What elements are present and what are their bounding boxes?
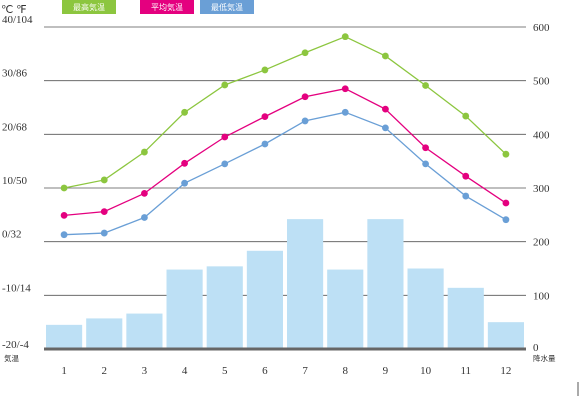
right-tick-label: 100 bbox=[533, 290, 550, 302]
series-point bbox=[341, 85, 349, 93]
legend-label-min: 最低気温 bbox=[211, 2, 243, 12]
x-tick-label: 5 bbox=[222, 365, 228, 377]
x-tick-label: 8 bbox=[343, 365, 349, 377]
x-tick-label: 2 bbox=[102, 365, 108, 377]
legend: 最高気温 平均気温 最低気温 bbox=[62, 0, 254, 14]
precipitation-bar bbox=[46, 324, 83, 349]
x-tick-label: 9 bbox=[383, 365, 389, 377]
series-point bbox=[462, 112, 470, 120]
series-point bbox=[422, 144, 429, 152]
left-tick-label: 30/86 bbox=[2, 68, 28, 80]
series-point bbox=[60, 231, 68, 239]
series-point bbox=[462, 192, 470, 200]
precipitation-bar bbox=[126, 313, 163, 349]
series-line bbox=[64, 88, 507, 217]
right-tick-label: 300 bbox=[533, 183, 550, 195]
right-tick-label: 600 bbox=[533, 22, 550, 34]
precipitation-bar bbox=[367, 219, 404, 349]
legend-label-mean: 平均気温 bbox=[151, 2, 183, 12]
legend-label-max: 最高気温 bbox=[73, 2, 105, 12]
series-point bbox=[502, 150, 510, 158]
precipitation-bar bbox=[287, 219, 324, 349]
series-point bbox=[181, 108, 188, 116]
legend-swatch-mean bbox=[140, 0, 194, 14]
precipitation-bar bbox=[86, 318, 123, 349]
series-point bbox=[141, 189, 148, 197]
left-tick-label: 0/32 bbox=[2, 229, 22, 241]
series-point bbox=[100, 208, 108, 216]
temperature-lines bbox=[60, 33, 510, 239]
series-point bbox=[261, 140, 269, 148]
series-point bbox=[221, 81, 229, 89]
series-point bbox=[382, 52, 389, 60]
x-tick-label: 4 bbox=[182, 365, 188, 377]
series-point bbox=[382, 105, 389, 113]
series-point bbox=[141, 214, 148, 221]
series-point bbox=[502, 216, 510, 224]
precipitation-bar bbox=[327, 269, 364, 349]
x-axis-ticks: 1 2 3 4 5 6 7 8 9 10 11 12 bbox=[61, 365, 511, 377]
precipitation-bar bbox=[407, 268, 444, 349]
series-point bbox=[60, 211, 68, 219]
x-tick-label: 3 bbox=[142, 365, 148, 377]
x-tick-label: 7 bbox=[302, 365, 308, 377]
precipitation-bar bbox=[206, 266, 243, 349]
right-tick-label: 200 bbox=[533, 237, 550, 249]
left-tick-label: 40/104 bbox=[2, 14, 33, 26]
series-point bbox=[60, 184, 68, 192]
series-point bbox=[341, 108, 349, 116]
precipitation-bar bbox=[166, 269, 203, 349]
left-axis-caption: 気温 bbox=[4, 353, 19, 363]
left-tick-label: 20/68 bbox=[2, 121, 28, 133]
left-tick-label: -10/14 bbox=[2, 282, 31, 294]
left-axis-ticks: 40/104 30/86 20/68 10/50 0/32 -10/14 -20/-4 bbox=[2, 14, 33, 351]
left-tick-label: -20/-4 bbox=[2, 339, 29, 351]
series-point bbox=[100, 229, 108, 237]
legend-swatch-min bbox=[200, 0, 254, 14]
precipitation-bars bbox=[46, 219, 524, 349]
precipitation-bar bbox=[447, 287, 484, 349]
x-tick-label: 6 bbox=[262, 365, 268, 377]
x-tick-label: 1 bbox=[61, 365, 67, 377]
series-point bbox=[301, 49, 309, 57]
legend-swatch-max bbox=[62, 0, 116, 14]
series-point bbox=[261, 113, 269, 121]
series-point bbox=[462, 172, 470, 180]
series-point bbox=[382, 124, 389, 132]
series-point bbox=[502, 199, 510, 207]
series-point bbox=[221, 133, 229, 141]
gridlines bbox=[44, 26, 526, 296]
series-point bbox=[422, 160, 429, 168]
series-point bbox=[301, 93, 309, 101]
right-tick-label: 500 bbox=[533, 76, 550, 88]
precipitation-bar bbox=[487, 322, 524, 349]
unit-label: ℃ ℉ bbox=[1, 4, 27, 16]
series-point bbox=[261, 66, 269, 74]
series-point bbox=[100, 176, 108, 184]
x-tick-label: 11 bbox=[460, 365, 471, 377]
series-point bbox=[422, 82, 429, 89]
series-point bbox=[181, 159, 188, 167]
series-point bbox=[341, 33, 349, 41]
series-point bbox=[181, 179, 188, 187]
right-axis-caption: 降水量 bbox=[533, 353, 556, 363]
left-tick-label: 10/50 bbox=[2, 175, 28, 187]
right-tick-label: 0 bbox=[533, 342, 539, 354]
series-point bbox=[221, 160, 229, 168]
series-point bbox=[141, 148, 148, 156]
right-axis-ticks: 600 500 400 300 200 100 0 bbox=[533, 22, 550, 354]
x-tick-label: 12 bbox=[500, 365, 511, 377]
series-point bbox=[301, 117, 309, 125]
series-line bbox=[63, 35, 507, 189]
x-tick-label: 10 bbox=[420, 365, 432, 377]
right-tick-label: 400 bbox=[533, 129, 550, 141]
precipitation-bar bbox=[246, 250, 283, 349]
series-line bbox=[64, 111, 507, 236]
